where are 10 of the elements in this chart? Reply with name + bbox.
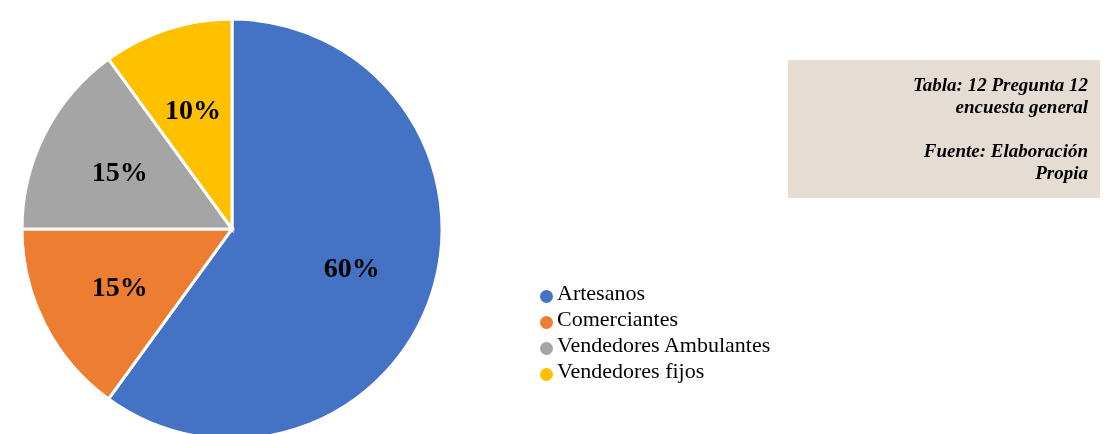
data-label: 15% — [91, 156, 148, 188]
source-note: Fuente: Elaboración Propia — [922, 140, 1088, 184]
data-label: 10% — [165, 93, 222, 125]
legend-label: Comerciantes — [557, 306, 678, 331]
legend-label: Artesanos — [557, 280, 645, 305]
text: Tabla: 12 Pregunta 12 encuesta general — [911, 74, 1088, 118]
legend-label: Vendedores fijos — [557, 358, 705, 383]
data-label: 60% — [323, 252, 380, 284]
data-label: 15% — [91, 270, 148, 302]
legend-label: Vendedores Ambulantes — [557, 332, 771, 357]
